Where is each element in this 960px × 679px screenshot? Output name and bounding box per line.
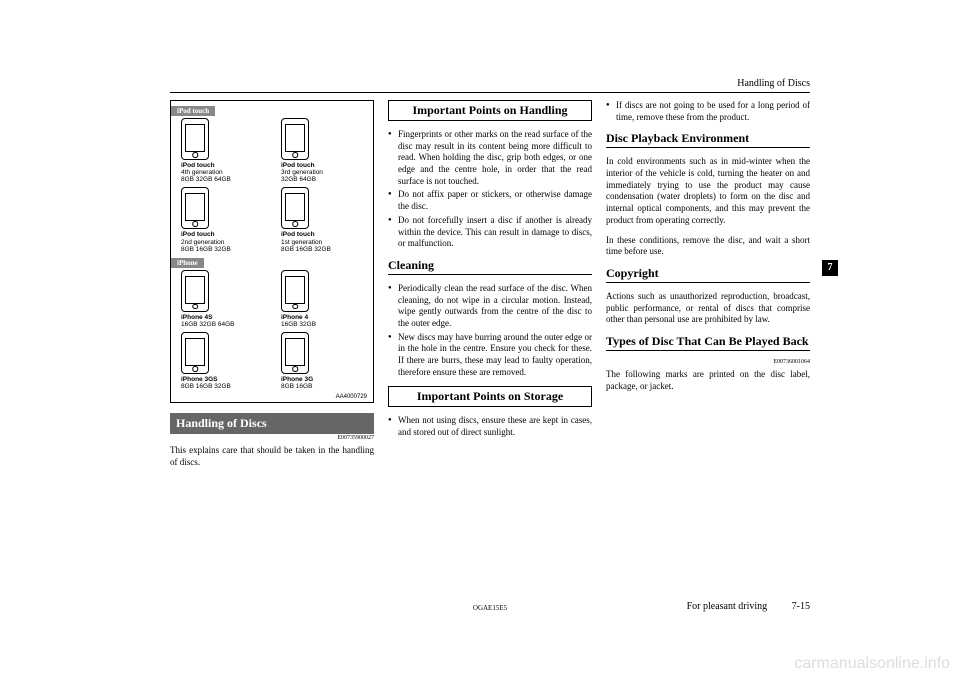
para-types: The following marks are printed on the d… bbox=[606, 369, 810, 392]
column-layout: iPod touch iPod touch 4th generation 8GB… bbox=[170, 100, 810, 477]
page-content: Handling of Discs 7 iPod touch iPod touc… bbox=[170, 90, 810, 590]
section-code: E00735900027 bbox=[170, 435, 374, 441]
bullets-cleaning: Periodically clean the read surface of t… bbox=[388, 283, 592, 379]
device-compatibility-figure: iPod touch iPod touch 4th generation 8GB… bbox=[170, 100, 374, 403]
figure-section-iphone: iPhone iPhone 4S 16GB 32GB 64GB iPhone 4… bbox=[177, 257, 367, 391]
list-item: New discs may have burring around the ou… bbox=[388, 332, 592, 379]
phone-icon bbox=[281, 332, 309, 374]
list-item: Do not forcefully insert a disc if anoth… bbox=[388, 215, 592, 250]
footer-right: For pleasant driving 7-15 bbox=[687, 601, 810, 612]
running-header: Handling of Discs bbox=[737, 78, 810, 89]
heading-important-storage: Important Points on Storage bbox=[388, 386, 592, 407]
heading-disc-types: Types of Disc That Can Be Played Back bbox=[606, 334, 810, 351]
device-ipod-touch-4g: iPod touch 4th generation 8GB 32GB 64GB bbox=[181, 118, 259, 183]
list-item: When not using discs, ensure these are k… bbox=[388, 415, 592, 438]
list-item: Fingerprints or other marks on the read … bbox=[388, 129, 592, 187]
chapter-tab: 7 bbox=[822, 260, 838, 276]
heading-important-handling: Important Points on Handling bbox=[388, 100, 592, 121]
heading-handling-of-discs: Handling of Discs bbox=[170, 413, 374, 434]
device-iphone-3g: iPhone 3G 8GB 16GB bbox=[281, 332, 359, 390]
device-iphone-4: iPhone 4 16GB 32GB bbox=[281, 270, 359, 328]
list-item: Periodically clean the read surface of t… bbox=[388, 283, 592, 330]
para-playback-2: In these conditions, remove the disc, an… bbox=[606, 235, 810, 258]
section-tag-iphone: iPhone bbox=[171, 258, 204, 268]
list-item: Do not affix paper or stickers, or other… bbox=[388, 189, 592, 212]
section-tag-ipod: iPod touch bbox=[171, 106, 215, 116]
footer-page-number: 7-15 bbox=[792, 601, 810, 612]
phone-icon bbox=[181, 118, 209, 160]
column-1: iPod touch iPod touch 4th generation 8GB… bbox=[170, 100, 374, 477]
section-code: E00736001064 bbox=[606, 359, 810, 365]
phone-icon bbox=[281, 118, 309, 160]
device-iphone-4s: iPhone 4S 16GB 32GB 64GB bbox=[181, 270, 259, 328]
figure-section-ipod: iPod touch iPod touch 4th generation 8GB… bbox=[177, 105, 367, 253]
footer-chapter-label: For pleasant driving bbox=[687, 601, 768, 612]
phone-icon bbox=[181, 270, 209, 312]
header-rule bbox=[170, 92, 810, 93]
figure-code: AA4000729 bbox=[177, 394, 367, 400]
device-iphone-3gs: iPhone 3GS 8GB 16GB 32GB bbox=[181, 332, 259, 390]
bullets-handling: Fingerprints or other marks on the read … bbox=[388, 129, 592, 250]
column-2: Important Points on Handling Fingerprint… bbox=[388, 100, 592, 477]
footer-doc-code: OGAE15E5 bbox=[473, 604, 507, 612]
watermark: carmanualsonline.info bbox=[794, 655, 950, 673]
list-item: If discs are not going to be used for a … bbox=[606, 100, 810, 123]
column-3: If discs are not going to be used for a … bbox=[606, 100, 810, 477]
device-ipod-touch-1g: iPod touch 1st generation 8GB 16GB 32GB bbox=[281, 187, 359, 252]
phone-icon bbox=[181, 332, 209, 374]
phone-icon bbox=[281, 187, 309, 229]
heading-copyright: Copyright bbox=[606, 266, 810, 283]
para-handling-intro: This explains care that should be taken … bbox=[170, 445, 374, 468]
phone-icon bbox=[281, 270, 309, 312]
device-ipod-touch-2g: iPod touch 2nd generation 8GB 16GB 32GB bbox=[181, 187, 259, 252]
heading-cleaning: Cleaning bbox=[388, 258, 592, 275]
device-ipod-touch-3g: iPod touch 3rd generation 32GB 64GB bbox=[281, 118, 359, 183]
phone-icon bbox=[181, 187, 209, 229]
para-playback-1: In cold environments such as in mid-wint… bbox=[606, 156, 810, 226]
bullets-storage-continued: If discs are not going to be used for a … bbox=[606, 100, 810, 123]
bullets-storage: When not using discs, ensure these are k… bbox=[388, 415, 592, 438]
para-copyright: Actions such as unauthorized reproductio… bbox=[606, 291, 810, 326]
heading-playback-environment: Disc Playback Environment bbox=[606, 131, 810, 148]
